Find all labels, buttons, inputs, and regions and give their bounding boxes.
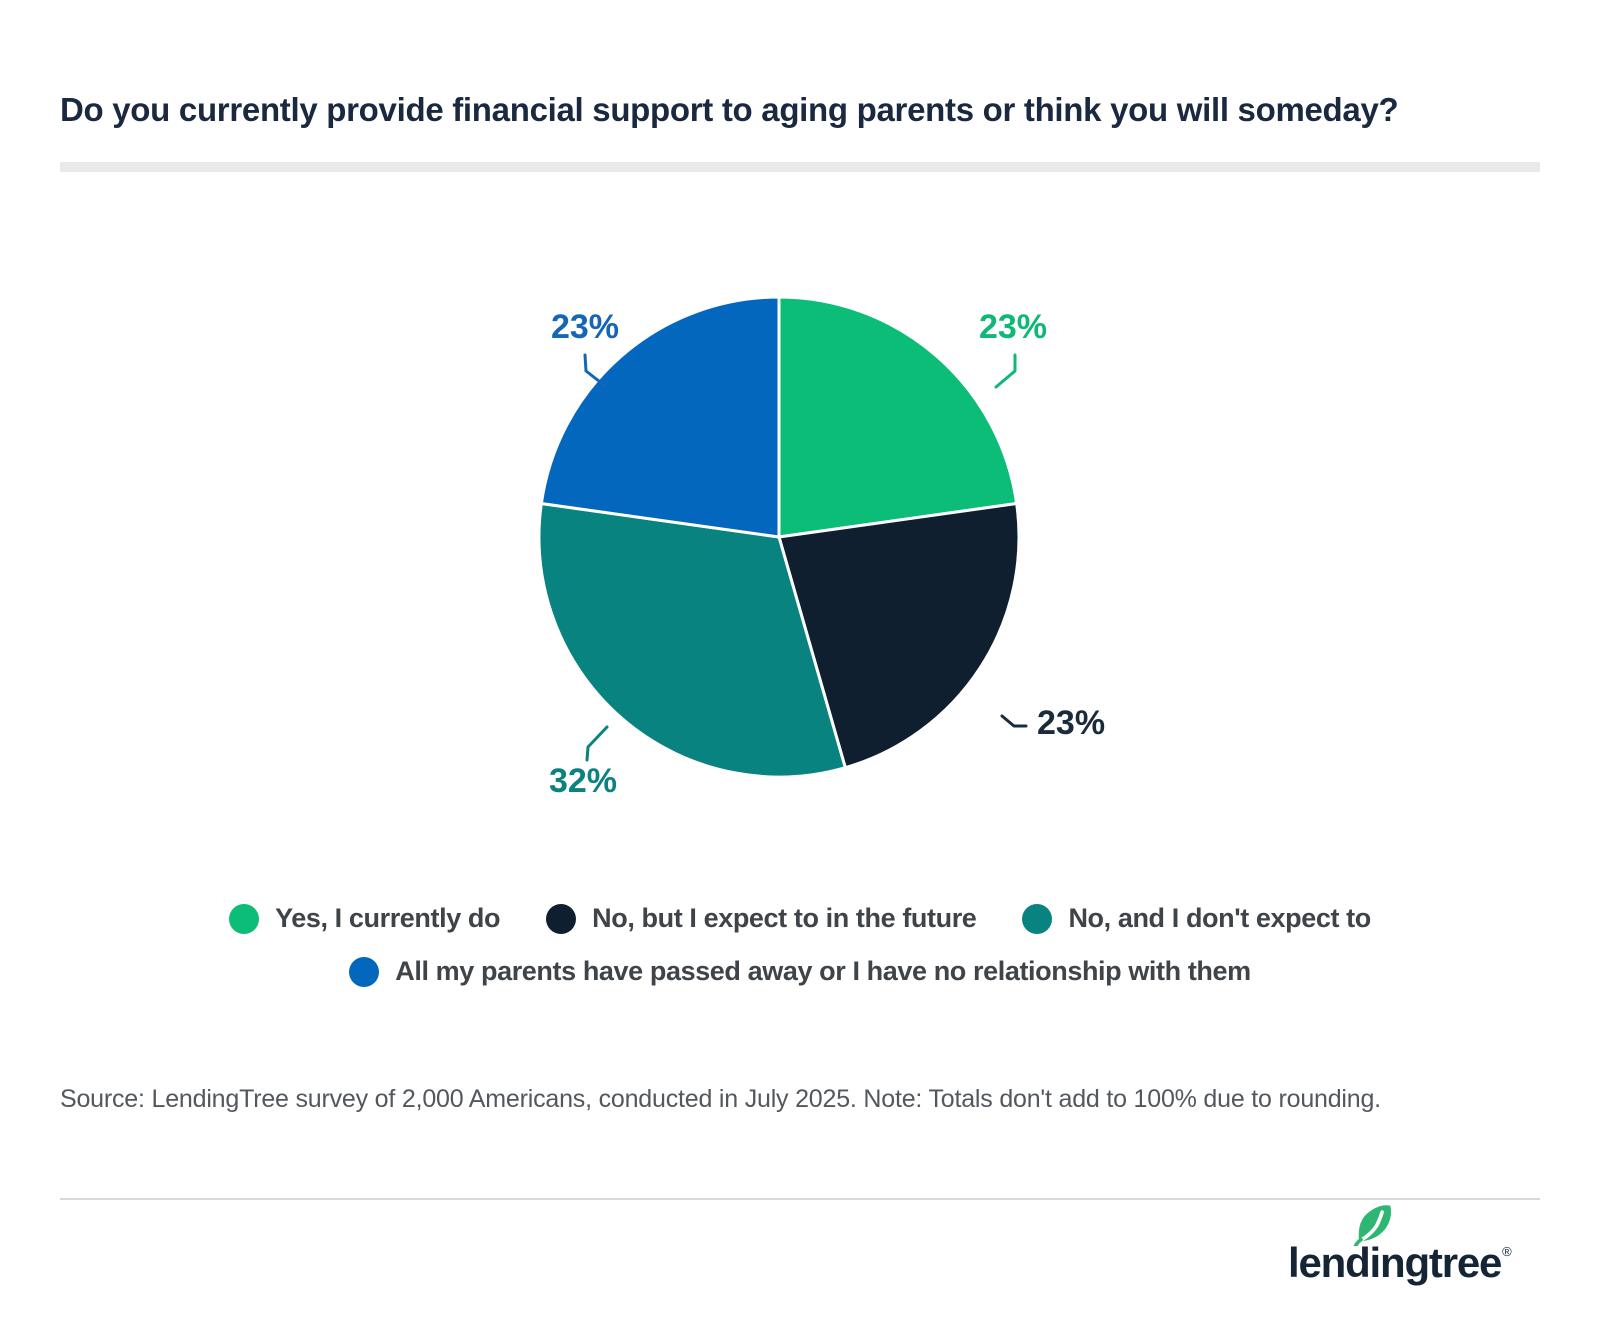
legend-row: Yes, I currently do No, but I expect to i… [229, 903, 1371, 934]
page-title: Do you currently provide financial suppo… [60, 91, 1399, 128]
footer-divider [60, 1198, 1540, 1200]
legend-dot-icon [546, 903, 577, 934]
source-note: Source: LendingTree survey of 2,000 Amer… [60, 1085, 1381, 1113]
legend-row: All my parents have passed away or I hav… [349, 956, 1251, 987]
leaf-icon [1353, 1205, 1392, 1246]
pie-chart-area: 23% 23% 32% 23% [0, 250, 1600, 860]
slice-value-label-2: 32% [549, 762, 617, 800]
legend-dot-icon [1022, 903, 1053, 934]
slice-leader-line-2 [585, 725, 609, 762]
slice-leader-line-1 [1000, 714, 1028, 728]
legend-item-1: No, but I expect to in the future [546, 903, 977, 934]
legend-item-2: No, and I don't expect to [1022, 903, 1371, 934]
legend-dot-icon [229, 903, 260, 934]
pie-slice-1 [777, 502, 1021, 770]
slice-leader-line-0 [994, 353, 1017, 389]
slice-value-label-0: 23% [979, 308, 1047, 346]
legend-label: Yes, I currently do [275, 903, 501, 933]
pie-chart: 23% 23% 32% 23% [537, 295, 1105, 800]
pie-slice-3 [539, 295, 781, 539]
legend-label: No, but I expect to in the future [592, 903, 977, 933]
registered-trademark-symbol: ® [1502, 1244, 1512, 1259]
legend-item-3: All my parents have passed away or I hav… [349, 956, 1251, 987]
legend-label: No, and I don't expect to [1068, 903, 1371, 933]
chart-legend: Yes, I currently do No, but I expect to i… [0, 903, 1600, 987]
title-underline-bar [60, 162, 1540, 172]
slice-value-label-3: 23% [551, 308, 619, 346]
legend-dot-icon [349, 956, 380, 987]
legend-label: All my parents have passed away or I hav… [395, 956, 1251, 986]
slice-leader-line-3 [583, 353, 606, 387]
pie-slice-0 [777, 295, 1019, 539]
slice-value-label-1: 23% [1037, 704, 1105, 742]
legend-item-0: Yes, I currently do [229, 903, 501, 934]
logo-wordmark: lendingtree [1288, 1239, 1502, 1286]
lendingtree-logo: lendingtree ® [1288, 1205, 1538, 1298]
pie-slice-2 [537, 502, 847, 779]
